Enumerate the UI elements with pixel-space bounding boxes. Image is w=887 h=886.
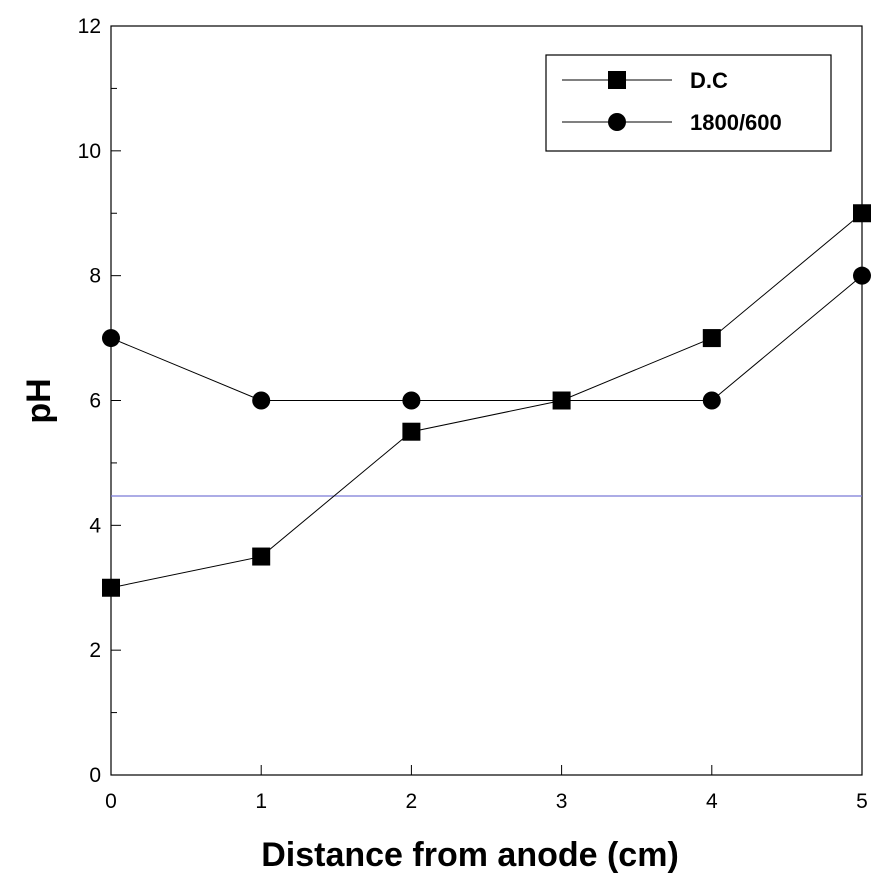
legend-marker-dc <box>608 71 626 89</box>
legend-marker-1800-600 <box>608 113 626 131</box>
y-tick-label: 12 <box>78 15 101 38</box>
x-tick-label: 3 <box>556 790 568 813</box>
legend-label-1800-600: 1800/600 <box>690 110 782 135</box>
series-line-1800-600 <box>110 275 863 401</box>
legend-box <box>545 54 832 152</box>
data-point-d-c <box>402 422 421 441</box>
data-point-1800-600 <box>552 391 571 410</box>
data-point-d-c <box>252 547 271 566</box>
data-point-1800-600 <box>402 391 421 410</box>
y-tick-label: 2 <box>89 639 101 662</box>
x-tick-label: 2 <box>406 790 418 813</box>
data-point-1800-600 <box>102 329 120 348</box>
data-point-d-c <box>102 578 120 597</box>
series-line-d-c <box>110 212 863 589</box>
x-tick-label: 5 <box>856 790 868 813</box>
legend-label-dc: D.C <box>690 68 728 93</box>
y-axis-title: pH <box>20 378 58 423</box>
data-point-1800-600 <box>252 391 271 410</box>
data-point-d-c <box>702 329 721 348</box>
x-tick-label: 4 <box>706 790 718 813</box>
data-point-1800-600 <box>702 391 721 410</box>
legend: D.C 1800/600 <box>545 54 832 152</box>
y-tick-label: 10 <box>78 140 101 163</box>
y-tick-label: 8 <box>89 265 101 288</box>
y-tick-label: 6 <box>89 390 101 413</box>
x-axis-title: Distance from anode (cm) <box>261 836 679 874</box>
x-tick-label: 0 <box>105 790 117 813</box>
data-point-1800-600 <box>853 266 871 285</box>
data-point-d-c <box>853 204 871 223</box>
y-tick-label: 4 <box>89 514 101 537</box>
y-tick-label: 0 <box>89 764 101 787</box>
x-tick-label: 1 <box>255 790 267 813</box>
